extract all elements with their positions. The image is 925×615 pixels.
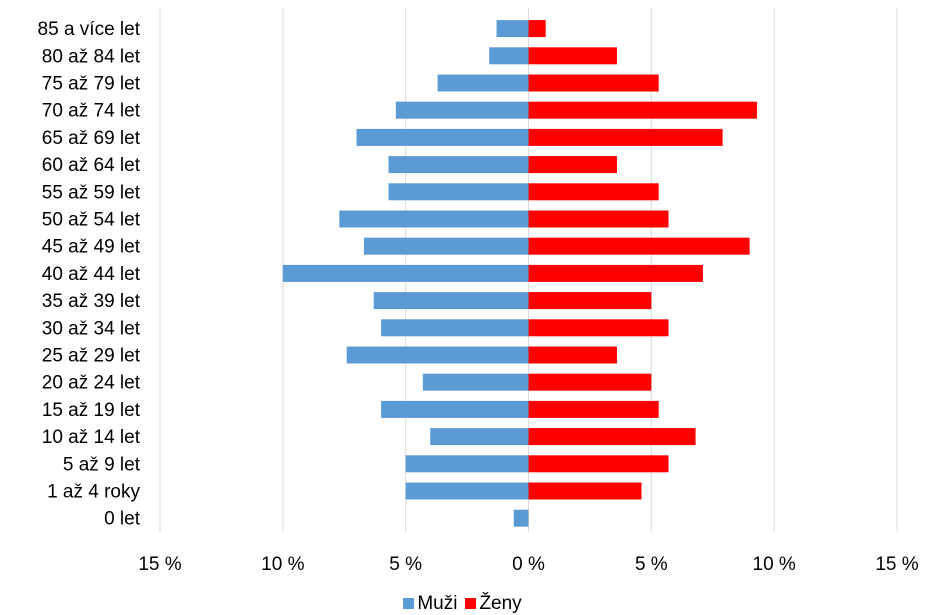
category-label-1: 1 až 4 roky: [47, 482, 140, 503]
bar-zeny-8: [528, 292, 652, 310]
bar-zeny-9: [528, 264, 703, 282]
bar-zeny-11: [528, 210, 669, 228]
category-label-18: 85 a více let: [38, 19, 141, 40]
bar-zeny-16: [528, 74, 659, 92]
category-label-9: 40 až 44 let: [42, 264, 141, 285]
legend-item-zeny: Ženy: [465, 592, 522, 615]
legend-item-muzi: Muži: [403, 593, 457, 615]
x-tick-label-5: 10 %: [753, 554, 796, 575]
bar-zeny-5: [528, 373, 652, 391]
population-pyramid-chart: 0 let 1 až 4 roky 5 až 9 let 10 až 14 let 15…: [38, 8, 919, 575]
bar-zeny-13: [528, 156, 617, 174]
bar-muzi-7: [381, 319, 529, 337]
legend: Muži Ženy: [0, 592, 925, 615]
category-label-10: 45 až 49 let: [42, 237, 141, 258]
bar-muzi-17: [489, 47, 529, 65]
bar-muzi-18: [496, 20, 529, 38]
category-label-3: 10 až 14 let: [42, 427, 141, 448]
bar-muzi-6: [346, 346, 529, 364]
x-tick-label-3: 0 %: [512, 554, 545, 575]
category-label-8: 35 až 39 let: [42, 291, 141, 312]
bar-zeny-3: [528, 428, 696, 446]
category-label-6: 25 až 29 let: [42, 346, 141, 367]
category-label-14: 65 až 69 let: [42, 128, 141, 149]
bar-zeny-17: [528, 47, 617, 65]
bar-muzi-8: [373, 292, 529, 310]
bar-muzi-2: [405, 455, 529, 473]
bar-muzi-11: [339, 210, 529, 228]
bar-muzi-10: [363, 237, 529, 255]
category-label-2: 5 až 9 let: [63, 454, 141, 475]
bar-muzi-14: [356, 128, 529, 146]
bar-zeny-14: [528, 128, 723, 146]
x-tick-label-4: 5 %: [635, 554, 668, 575]
legend-label-muzi: Muži: [417, 592, 458, 614]
bar-zeny-12: [528, 183, 659, 201]
x-tick-label-1: 10 %: [261, 554, 304, 575]
bar-muzi-4: [381, 400, 529, 418]
category-label-17: 80 až 84 let: [42, 46, 141, 67]
legend-swatch-muzi: [403, 598, 415, 609]
category-label-13: 60 až 64 let: [42, 155, 141, 176]
bar-zeny-1: [528, 482, 642, 500]
category-label-11: 50 až 54 let: [42, 210, 141, 231]
bar-zeny-2: [528, 455, 669, 473]
legend-label-zeny: Ženy: [479, 592, 522, 614]
bar-zeny-15: [528, 101, 757, 119]
category-label-7: 30 až 34 let: [42, 318, 141, 339]
x-tick-label-0: 15 %: [138, 554, 181, 575]
bar-zeny-7: [528, 319, 669, 337]
bar-muzi-0: [513, 509, 529, 527]
bar-muzi-16: [437, 74, 529, 92]
bar-zeny-18: [528, 20, 546, 38]
category-label-15: 70 až 74 let: [42, 101, 141, 122]
bar-muzi-12: [388, 183, 529, 201]
bar-muzi-3: [430, 428, 529, 446]
bar-zeny-6: [528, 346, 617, 364]
bar-zeny-4: [528, 400, 659, 418]
category-label-16: 75 až 79 let: [42, 74, 141, 95]
x-tick-label-6: 15 %: [875, 554, 918, 575]
legend-swatch-zeny: [465, 598, 477, 609]
bar-muzi-1: [405, 482, 529, 500]
bar-muzi-5: [422, 373, 529, 391]
bar-muzi-15: [395, 101, 529, 119]
category-label-4: 15 až 19 let: [42, 400, 141, 421]
bar-muzi-13: [388, 156, 529, 174]
x-tick-label-2: 5 %: [389, 554, 422, 575]
category-label-12: 55 až 59 let: [42, 182, 141, 203]
category-label-0: 0 let: [104, 509, 141, 530]
category-label-5: 20 až 24 let: [42, 373, 141, 394]
bar-zeny-10: [528, 237, 750, 255]
bar-muzi-9: [282, 264, 529, 282]
